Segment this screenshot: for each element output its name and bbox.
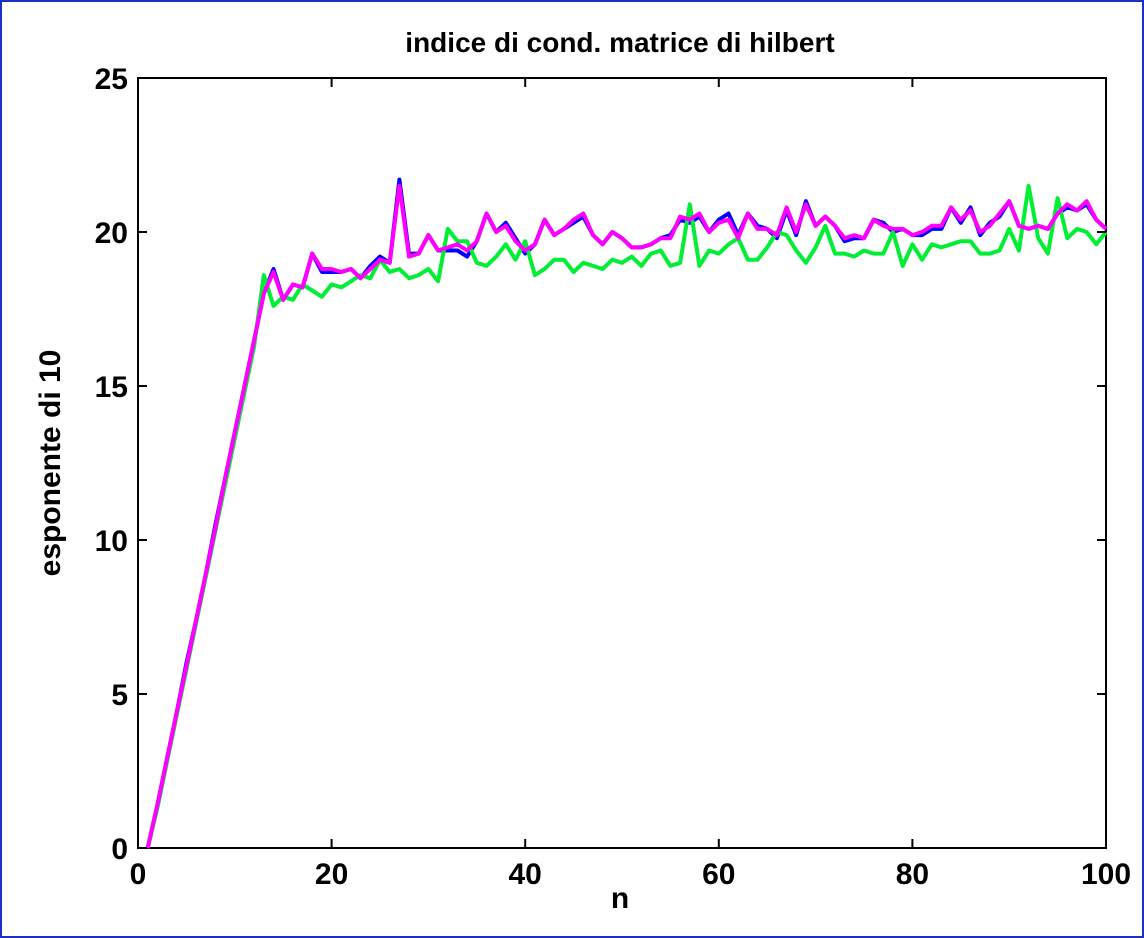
y-tick-label: 20 (95, 217, 128, 250)
y-tick-label: 0 (111, 833, 128, 866)
series-line-2 (145, 183, 1108, 849)
x-tick-label: 20 (315, 858, 348, 891)
x-tick-label: 40 (509, 858, 542, 891)
y-tick-label: 25 (95, 63, 128, 96)
series-line-3 (145, 183, 1108, 849)
chart-title: indice di cond. matrice di hilbert (405, 27, 834, 58)
x-tick-label: 0 (130, 858, 147, 891)
x-axis-label: n (611, 882, 629, 915)
y-axis-label: esponente di 10 (34, 350, 67, 577)
y-tick-label: 15 (95, 371, 128, 404)
series-layer (145, 177, 1108, 849)
x-tick-label: 100 (1081, 858, 1131, 891)
x-tick-label: 80 (896, 858, 929, 891)
x-axis-ticks: 0 20 40 60 80 100 (130, 78, 1131, 891)
x-tick-label: 60 (702, 858, 735, 891)
y-tick-label: 10 (95, 525, 128, 558)
y-tick-label: 5 (111, 679, 128, 712)
plot-area (137, 77, 1107, 849)
y-axis-ticks: 0 5 10 15 20 25 (95, 63, 1106, 866)
